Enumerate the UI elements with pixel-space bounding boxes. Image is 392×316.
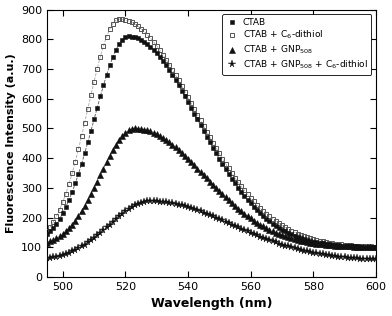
CTAB + C$_6$-dithiol (261, 209, 265, 213)
Legend: CTAB, CTAB + C$_6$-dithiol, CTAB + GNP$_{508}$, CTAB + GNP$_{508}$ + C$_6$-dithi: CTAB, CTAB + C$_6$-dithiol, CTAB + GNP$_… (222, 14, 372, 75)
Line: CTAB + GNP$_{508}$ + C$_6$-dithiol: CTAB + GNP$_{508}$ + C$_6$-dithiol (43, 198, 380, 263)
CTAB (273, 224, 278, 228)
CTAB (45, 233, 49, 236)
CTAB + GNP$_{508}$ (54, 236, 59, 240)
CTAB + GNP$_{508}$ + C$_6$-dithiol (239, 227, 243, 231)
CTAB (261, 214, 265, 218)
Y-axis label: Fluorescence Intensity (a.u.): Fluorescence Intensity (a.u.) (5, 53, 16, 233)
CTAB + GNP$_{508}$ + C$_6$-dithiol (374, 258, 378, 261)
CTAB + GNP$_{508}$ (242, 212, 247, 216)
CTAB + GNP$_{508}$ (261, 224, 265, 228)
Line: CTAB + C$_6$-dithiol: CTAB + C$_6$-dithiol (45, 17, 378, 249)
CTAB + GNP$_{508}$ + C$_6$-dithiol (273, 240, 278, 244)
CTAB + C$_6$-dithiol (54, 215, 59, 218)
CTAB + GNP$_{508}$ + C$_6$-dithiol (54, 255, 59, 258)
CTAB + GNP$_{508}$ (333, 244, 338, 247)
CTAB + C$_6$-dithiol (45, 229, 49, 233)
CTAB + GNP$_{508}$ (239, 210, 243, 213)
CTAB + GNP$_{508}$ (273, 231, 278, 234)
CTAB + GNP$_{508}$ (45, 241, 49, 245)
CTAB + C$_6$-dithiol (273, 219, 278, 223)
CTAB + C$_6$-dithiol (374, 245, 378, 249)
CTAB + GNP$_{508}$ + C$_6$-dithiol (242, 228, 247, 232)
CTAB (126, 34, 131, 38)
CTAB (54, 222, 59, 226)
CTAB + GNP$_{508}$ (132, 126, 137, 130)
X-axis label: Wavelength (nm): Wavelength (nm) (151, 297, 272, 310)
CTAB (333, 243, 338, 247)
CTAB (374, 245, 378, 249)
CTAB + C$_6$-dithiol (333, 242, 338, 246)
CTAB + C$_6$-dithiol (239, 185, 243, 188)
CTAB + GNP$_{508}$ + C$_6$-dithiol (148, 199, 153, 203)
CTAB + GNP$_{508}$ + C$_6$-dithiol (333, 254, 338, 258)
CTAB + GNP$_{508}$ + C$_6$-dithiol (45, 256, 49, 260)
CTAB + GNP$_{508}$ + C$_6$-dithiol (261, 236, 265, 240)
Line: CTAB: CTAB (45, 34, 378, 249)
CTAB (239, 190, 243, 194)
Line: CTAB + GNP$_{508}$: CTAB + GNP$_{508}$ (44, 126, 379, 250)
CTAB + C$_6$-dithiol (117, 17, 122, 21)
CTAB + GNP$_{508}$ (374, 245, 378, 249)
CTAB + C$_6$-dithiol (242, 189, 247, 192)
CTAB (242, 194, 247, 198)
